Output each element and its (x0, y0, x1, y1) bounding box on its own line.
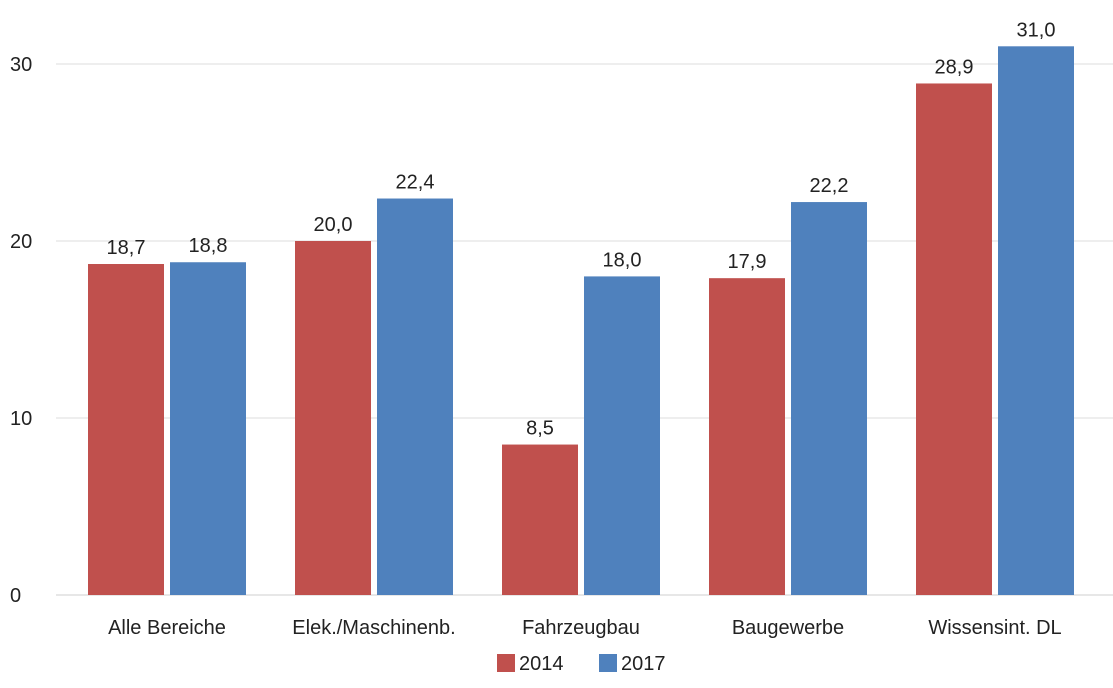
bar-2014-0 (88, 264, 164, 595)
legend-swatch-2017 (599, 654, 617, 672)
bar-2017-1 (377, 198, 453, 595)
value-label: 22,2 (810, 175, 849, 197)
legend-swatch-2014 (497, 654, 515, 672)
category-label: Alle Bereiche (108, 617, 226, 639)
y-tick-label: 0 (10, 585, 21, 607)
category-label: Wissensint. DL (928, 617, 1061, 639)
y-tick-label: 10 (10, 408, 32, 430)
legend-label: 2017 (621, 653, 666, 675)
bar-2017-4 (998, 46, 1074, 596)
value-labels: 18,7 18,8 20,0 22,4 8,5 18,0 17,9 22,2 28,9 31,0 (107, 19, 1056, 439)
bar-2017-3 (791, 202, 867, 595)
legend-label: 2014 (519, 653, 564, 675)
value-label: 18,0 (603, 249, 642, 271)
bar-2017-2 (584, 276, 660, 595)
bar-2017-0 (170, 262, 246, 595)
value-label: 28,9 (935, 56, 974, 78)
category-label: Baugewerbe (732, 617, 844, 639)
value-label: 18,8 (189, 235, 228, 257)
value-label: 17,9 (728, 251, 767, 273)
legend: 2014 2017 (497, 653, 666, 675)
value-label: 20,0 (314, 214, 353, 236)
bar-2014-3 (709, 278, 785, 595)
category-label: Fahrzeugbau (522, 617, 640, 639)
category-label: Elek./Maschinenb. (292, 617, 455, 639)
bar-2014-1 (295, 241, 371, 595)
x-axis-categories: Alle Bereiche Elek./Maschinenb. Fahrzeugba… (108, 617, 1062, 639)
y-axis-ticks: 0 10 20 30 (10, 54, 32, 607)
value-label: 31,0 (1017, 19, 1056, 41)
y-tick-label: 30 (10, 54, 32, 76)
bar-2014-4 (916, 83, 992, 595)
value-label: 18,7 (107, 237, 146, 259)
bars (88, 46, 1074, 596)
value-label: 22,4 (396, 172, 435, 194)
bar-2014-2 (502, 444, 578, 595)
value-label: 8,5 (526, 418, 554, 440)
y-tick-label: 20 (10, 231, 32, 253)
